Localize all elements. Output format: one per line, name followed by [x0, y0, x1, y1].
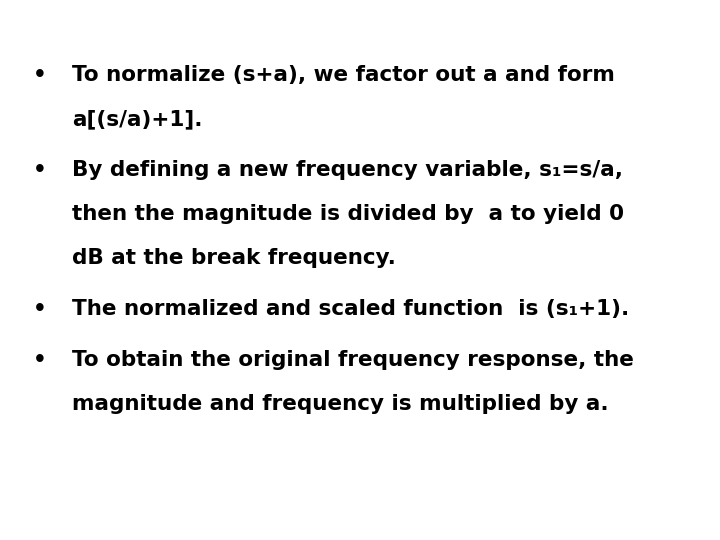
Text: •: •	[32, 350, 47, 370]
Text: The normalized and scaled function  is (s₁+1).: The normalized and scaled function is (s…	[72, 299, 629, 319]
Text: a[(s/a)+1].: a[(s/a)+1].	[72, 109, 202, 129]
Text: •: •	[32, 65, 47, 85]
Text: •: •	[32, 160, 47, 180]
Text: then the magnitude is divided by  a to yield 0: then the magnitude is divided by a to yi…	[72, 204, 624, 224]
Text: To normalize (s+a), we factor out a and form: To normalize (s+a), we factor out a and …	[72, 65, 615, 85]
Text: To obtain the original frequency response, the: To obtain the original frequency respons…	[72, 350, 634, 370]
Text: By defining a new frequency variable, s₁=s/a,: By defining a new frequency variable, s₁…	[72, 160, 623, 180]
Text: •: •	[32, 299, 47, 319]
Text: dB at the break frequency.: dB at the break frequency.	[72, 248, 396, 268]
Text: magnitude and frequency is multiplied by a.: magnitude and frequency is multiplied by…	[72, 394, 608, 414]
